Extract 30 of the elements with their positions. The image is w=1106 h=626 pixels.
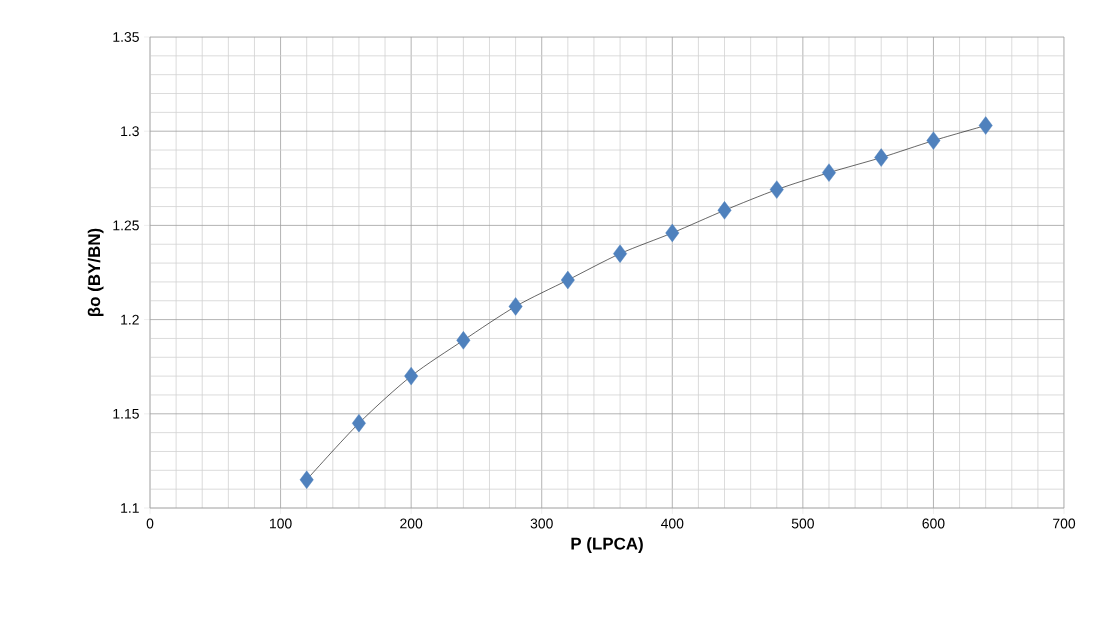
- point: [717, 201, 732, 220]
- y-tick-label: 1.35: [113, 32, 139, 42]
- point: [665, 223, 680, 243]
- point: [822, 163, 836, 182]
- point: [769, 180, 784, 199]
- x-tick-label: 100: [270, 518, 292, 529]
- x-tick-label: 300: [530, 518, 553, 529]
- y-tick-label: 1.2: [121, 314, 139, 325]
- y-axis-title: βo (BY/BN): [87, 228, 104, 317]
- x-tick-label: 700: [1053, 518, 1076, 529]
- point: [874, 148, 889, 167]
- x-tick-label: 400: [660, 518, 684, 529]
- y-tick-label: 1.15: [113, 408, 139, 419]
- point: [299, 470, 314, 489]
- point: [456, 331, 471, 350]
- y-tick-label: 1.1: [121, 503, 139, 513]
- point: [613, 244, 627, 263]
- point: [978, 116, 993, 135]
- point: [404, 366, 419, 386]
- point: [508, 297, 523, 316]
- point: [351, 414, 366, 433]
- x-tick-label: 600: [922, 518, 945, 529]
- x-tick-label: 200: [400, 518, 423, 529]
- y-tick-label: 1.3: [121, 126, 139, 137]
- point: [560, 270, 575, 290]
- y-tick-label: 1.25: [113, 220, 139, 231]
- x-tick-label: 500: [791, 518, 814, 529]
- x-tick-label: 0: [146, 518, 154, 529]
- x-axis-title: P (LPCA): [571, 537, 643, 554]
- point: [926, 131, 941, 150]
